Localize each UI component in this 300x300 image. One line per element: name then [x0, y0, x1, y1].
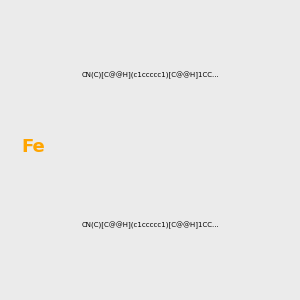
Text: CN(C)[C@@H](c1ccccc1)[C@@H]1CC...: CN(C)[C@@H](c1ccccc1)[C@@H]1CC... — [81, 71, 219, 79]
Text: CN(C)[C@@H](c1ccccc1)[C@@H]1CC...: CN(C)[C@@H](c1ccccc1)[C@@H]1CC... — [81, 221, 219, 229]
Text: Fe: Fe — [21, 138, 45, 156]
